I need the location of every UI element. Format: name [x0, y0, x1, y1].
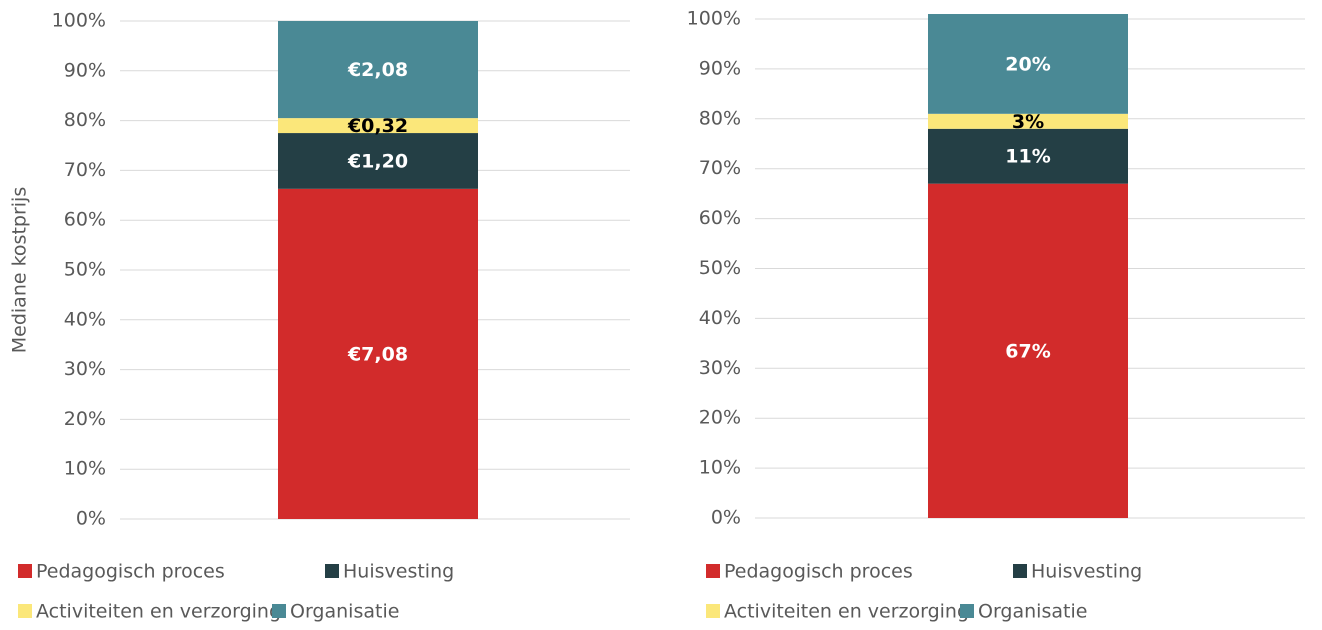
- legend-swatch: [325, 564, 339, 578]
- y-tick-label: 80%: [699, 107, 741, 129]
- y-tick-label: 20%: [64, 408, 106, 430]
- y-tick-label: 60%: [64, 209, 106, 231]
- y-tick-label: 100%: [52, 10, 106, 32]
- y-tick-label: 30%: [699, 357, 741, 379]
- legend-label: Pedagogisch proces: [724, 561, 913, 583]
- bar-segment: [278, 118, 478, 134]
- y-tick-label: 100%: [687, 8, 741, 30]
- legend-label: Pedagogisch proces: [36, 561, 225, 583]
- legend-label: Huisvesting: [1031, 561, 1142, 583]
- y-tick-label: 70%: [64, 159, 106, 181]
- y-tick-label: 40%: [699, 307, 741, 329]
- legend-swatch: [706, 604, 720, 618]
- y-tick-label: 30%: [64, 358, 106, 380]
- y-tick-label: 90%: [64, 59, 106, 81]
- data-label: 20%: [1005, 53, 1050, 75]
- legend-swatch: [1013, 564, 1027, 578]
- legend-swatch: [706, 564, 720, 578]
- y-tick-label: 20%: [699, 407, 741, 429]
- data-label: €0,32: [347, 115, 408, 137]
- y-axis-label: Mediane kostprijs: [9, 187, 31, 353]
- y-tick-label: 60%: [699, 207, 741, 229]
- legend-swatch: [960, 604, 974, 618]
- y-tick-label: 80%: [64, 109, 106, 131]
- bar-segment: [278, 188, 478, 520]
- bar-segment: [928, 113, 1128, 129]
- legend-label: Huisvesting: [343, 561, 454, 583]
- bar-segment: [278, 133, 478, 189]
- y-tick-label: 50%: [64, 259, 106, 281]
- bar-segment: [928, 183, 1128, 519]
- y-tick-label: 10%: [699, 457, 741, 479]
- y-tick-label: 50%: [699, 257, 741, 279]
- y-tick-label: 10%: [64, 458, 106, 480]
- y-tick-label: 40%: [64, 308, 106, 330]
- data-label: €2,08: [347, 59, 408, 81]
- data-label: 11%: [1005, 146, 1050, 168]
- legend-swatch: [272, 604, 286, 618]
- y-tick-label: 70%: [699, 157, 741, 179]
- data-label: €7,08: [347, 343, 408, 365]
- legend-label: Activiteiten en verzorging: [724, 601, 969, 623]
- data-label: 3%: [1012, 111, 1044, 133]
- bar-segment: [928, 128, 1128, 184]
- legend-label: Activiteiten en verzorging: [36, 601, 281, 623]
- y-tick-label: 90%: [699, 57, 741, 79]
- bar-segment: [278, 21, 478, 119]
- data-label: 67%: [1005, 340, 1050, 362]
- bar-segment: [928, 14, 1128, 114]
- data-label: €1,20: [347, 150, 408, 172]
- y-tick-label: 0%: [711, 507, 741, 529]
- legend-label: Organisatie: [978, 601, 1087, 623]
- legend-swatch: [18, 604, 32, 618]
- legend-label: Organisatie: [290, 601, 399, 623]
- legend-swatch: [18, 564, 32, 578]
- y-tick-label: 0%: [76, 508, 106, 530]
